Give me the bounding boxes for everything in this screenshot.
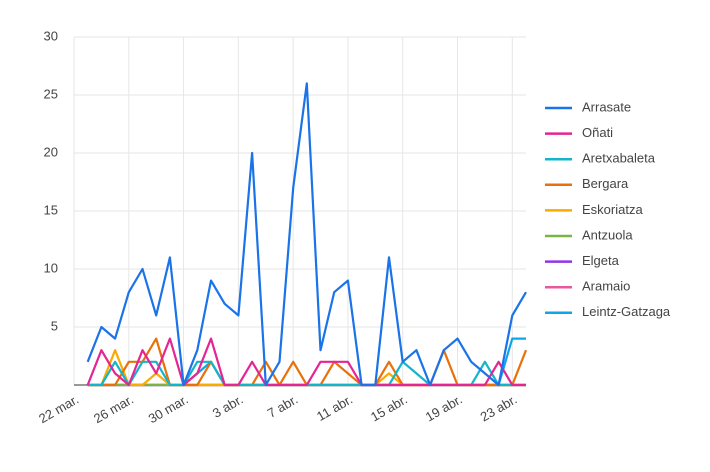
legend-label: Oñati	[582, 125, 613, 140]
x-tick-label: 23 abr.	[478, 392, 520, 425]
x-tick-label: 22 mar.	[36, 392, 81, 427]
legend-label: Elgeta	[582, 253, 620, 268]
legend-label: Leintz-Gatzaga	[582, 304, 671, 319]
y-tick-label: 25	[44, 86, 58, 101]
legend-label: Arrasate	[582, 99, 631, 114]
y-tick-label: 10	[44, 260, 58, 275]
y-tick-label: 15	[44, 202, 58, 217]
x-tick-label: 15 abr.	[368, 392, 410, 425]
x-tick-label: 7 abr.	[265, 392, 301, 421]
series-line	[86, 82, 527, 387]
x-tick-label: 19 abr.	[423, 392, 465, 425]
legend-label: Bergara	[582, 176, 629, 191]
x-tick-label: 30 mar.	[146, 392, 191, 427]
x-tick-label: 3 abr.	[210, 392, 246, 421]
legend-label: Antzuola	[582, 227, 633, 242]
x-tick-label: 26 mar.	[91, 392, 136, 427]
series-line	[86, 337, 526, 387]
legend-label: Aramaio	[582, 279, 630, 294]
series-line	[87, 360, 526, 387]
y-tick-label: 5	[51, 318, 58, 333]
legend-label: Aretxabaleta	[582, 151, 656, 166]
x-tick-label: 11 abr.	[314, 392, 355, 424]
y-tick-label: 20	[44, 144, 58, 159]
y-tick-label: 30	[44, 28, 58, 43]
legend-label: Eskoriatza	[582, 202, 643, 217]
